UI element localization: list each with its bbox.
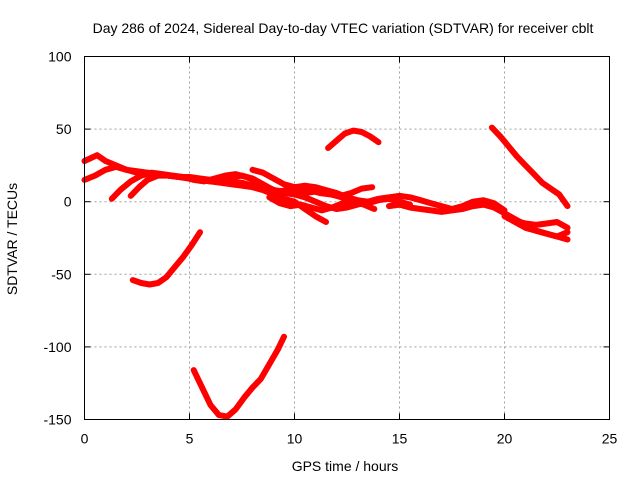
y-axis-label: SDTVAR / TECUs	[4, 183, 20, 295]
y-tick-label: 100	[48, 49, 72, 65]
data-series	[81, 124, 571, 420]
y-tick-label: -50	[51, 266, 71, 282]
x-tick-label: 10	[287, 431, 303, 447]
series-arc12	[129, 229, 203, 288]
x-axis-label: GPS time / hours	[292, 458, 399, 474]
series-arc13	[190, 333, 287, 420]
chart-title: Day 286 of 2024, Sidereal Day-to-day VTE…	[93, 20, 594, 36]
x-tick-label: 5	[186, 431, 194, 447]
y-tick-label: -150	[43, 412, 71, 428]
series-arc11	[488, 124, 571, 210]
plot-frame	[84, 56, 610, 420]
axis-ticks: 0 5 10 15 20 25 -150 -100 -50 0 50 100	[43, 49, 617, 447]
x-tick-label: 25	[602, 431, 618, 447]
series-arc9	[501, 213, 571, 240]
x-tick-label: 15	[392, 431, 408, 447]
series-arc10	[325, 127, 382, 151]
x-tick-label: 0	[81, 431, 89, 447]
x-tick-label: 20	[497, 431, 513, 447]
grid	[84, 56, 610, 420]
y-tick-label: 50	[56, 121, 72, 137]
y-tick-label: -100	[43, 339, 71, 355]
y-tick-label: 0	[64, 194, 72, 210]
series-arc6	[266, 194, 378, 214]
